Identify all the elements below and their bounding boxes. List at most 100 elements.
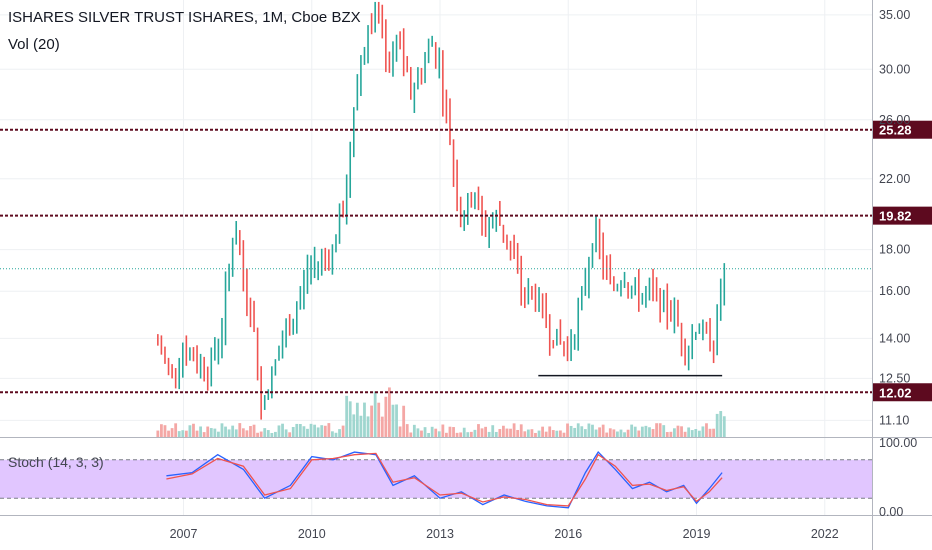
level-badge (872, 206, 932, 225)
volume-bar (591, 424, 594, 437)
y-tick-label: 16.00 (879, 284, 910, 298)
volume-bar (573, 427, 577, 437)
volume-bar (284, 429, 288, 437)
y-tick-label: 12.50 (879, 371, 910, 385)
volume-bar (295, 423, 299, 437)
volume-label: Vol (20) (8, 36, 60, 53)
volume-bar (405, 424, 409, 437)
volume-bar (537, 430, 541, 437)
volume-bar (277, 425, 281, 437)
volume-bar (722, 416, 726, 437)
volume-bar (715, 413, 719, 437)
volume-bar (217, 431, 220, 437)
x-tick-label: 2022 (811, 527, 839, 541)
volume-bar (569, 425, 573, 437)
volume-bar (655, 423, 658, 437)
volume-bar (345, 395, 349, 437)
volume-bar (355, 402, 359, 437)
volume-bar (494, 431, 498, 437)
volume-bar (594, 429, 598, 437)
volume-bar (302, 426, 306, 437)
volume-bar (562, 432, 566, 437)
volume-bar (637, 430, 641, 437)
volume-bar (256, 432, 259, 437)
volume-bar (249, 426, 252, 437)
volume-bar (398, 426, 402, 437)
volume-bar (640, 426, 644, 437)
horizontal-levels: 25.28 19.82 12.02 (0, 120, 932, 402)
volume-bar (719, 411, 723, 437)
volume-bar (363, 402, 366, 437)
volume-bar (630, 424, 634, 437)
volume-bar (274, 431, 277, 437)
volume-bar (395, 404, 398, 437)
volume-bar (370, 405, 373, 437)
volume-bar (306, 428, 309, 437)
volume-bar (658, 423, 662, 437)
y-tick-label: 11.10 (879, 413, 909, 427)
volume-bar (469, 431, 473, 437)
volume-bar (694, 429, 698, 437)
volume-bar (430, 426, 434, 437)
volume-bar (234, 429, 238, 437)
stochastic-pane (0, 437, 932, 509)
volume-bar (195, 430, 199, 437)
level-value: 19.82 (879, 209, 912, 224)
volume-bar (512, 423, 516, 437)
volume-bar (605, 432, 609, 437)
volume-bar (423, 427, 427, 437)
volume-bar (288, 432, 292, 437)
x-tick-label: 2013 (426, 527, 454, 541)
volume-bar (220, 423, 224, 437)
volume-bar (388, 387, 391, 437)
volume-bar (491, 425, 495, 437)
volume-bar (466, 432, 470, 437)
volume-bar (184, 430, 188, 437)
volume-bar (566, 423, 569, 437)
volume-bar (259, 431, 263, 437)
volume-bar (177, 431, 181, 437)
stoch-tick-label: 0.00 (879, 505, 903, 519)
volume-bar (313, 424, 316, 437)
volume-bar (373, 391, 377, 437)
volume-bar (633, 426, 637, 437)
price-candles (157, 1, 726, 420)
volume-bar (252, 424, 256, 437)
volume-bar (541, 426, 544, 437)
volume-bar (412, 424, 416, 437)
volume-bar (551, 430, 555, 437)
volume-bar (316, 427, 320, 437)
volume-bar (341, 425, 345, 437)
volume-bar (331, 431, 334, 437)
y-tick-label: 35.00 (879, 8, 910, 22)
y-tick-label: 18.00 (879, 243, 910, 257)
stoch-tick-label: 100.00 (879, 436, 917, 450)
volume-bar (448, 426, 452, 437)
volume-bar (608, 428, 612, 437)
volume-bar (445, 432, 448, 437)
volume-bar (697, 430, 701, 437)
volume-bar (665, 432, 669, 437)
volume-bar (616, 431, 619, 437)
volume-bar (583, 429, 587, 437)
volume-bar (712, 428, 715, 437)
volume-bar (213, 428, 217, 437)
volume-bar (705, 423, 708, 437)
stoch-series-line (166, 452, 723, 507)
y-tick-label: 30.00 (879, 62, 910, 76)
volume-bar (209, 428, 213, 437)
volume-bar (199, 426, 202, 437)
volume-bar (555, 430, 559, 437)
volume-bar (669, 431, 673, 437)
volume-bar (687, 427, 691, 437)
volume-bar (473, 429, 477, 437)
volume-bar (174, 423, 178, 437)
volume-bar (623, 432, 626, 437)
x-tick-label: 2007 (170, 527, 198, 541)
volume-bar (509, 428, 512, 437)
stoch-label: Stoch (14, 3, 3) (8, 454, 104, 470)
volume-bar (519, 424, 523, 437)
volume-bar (455, 432, 459, 437)
